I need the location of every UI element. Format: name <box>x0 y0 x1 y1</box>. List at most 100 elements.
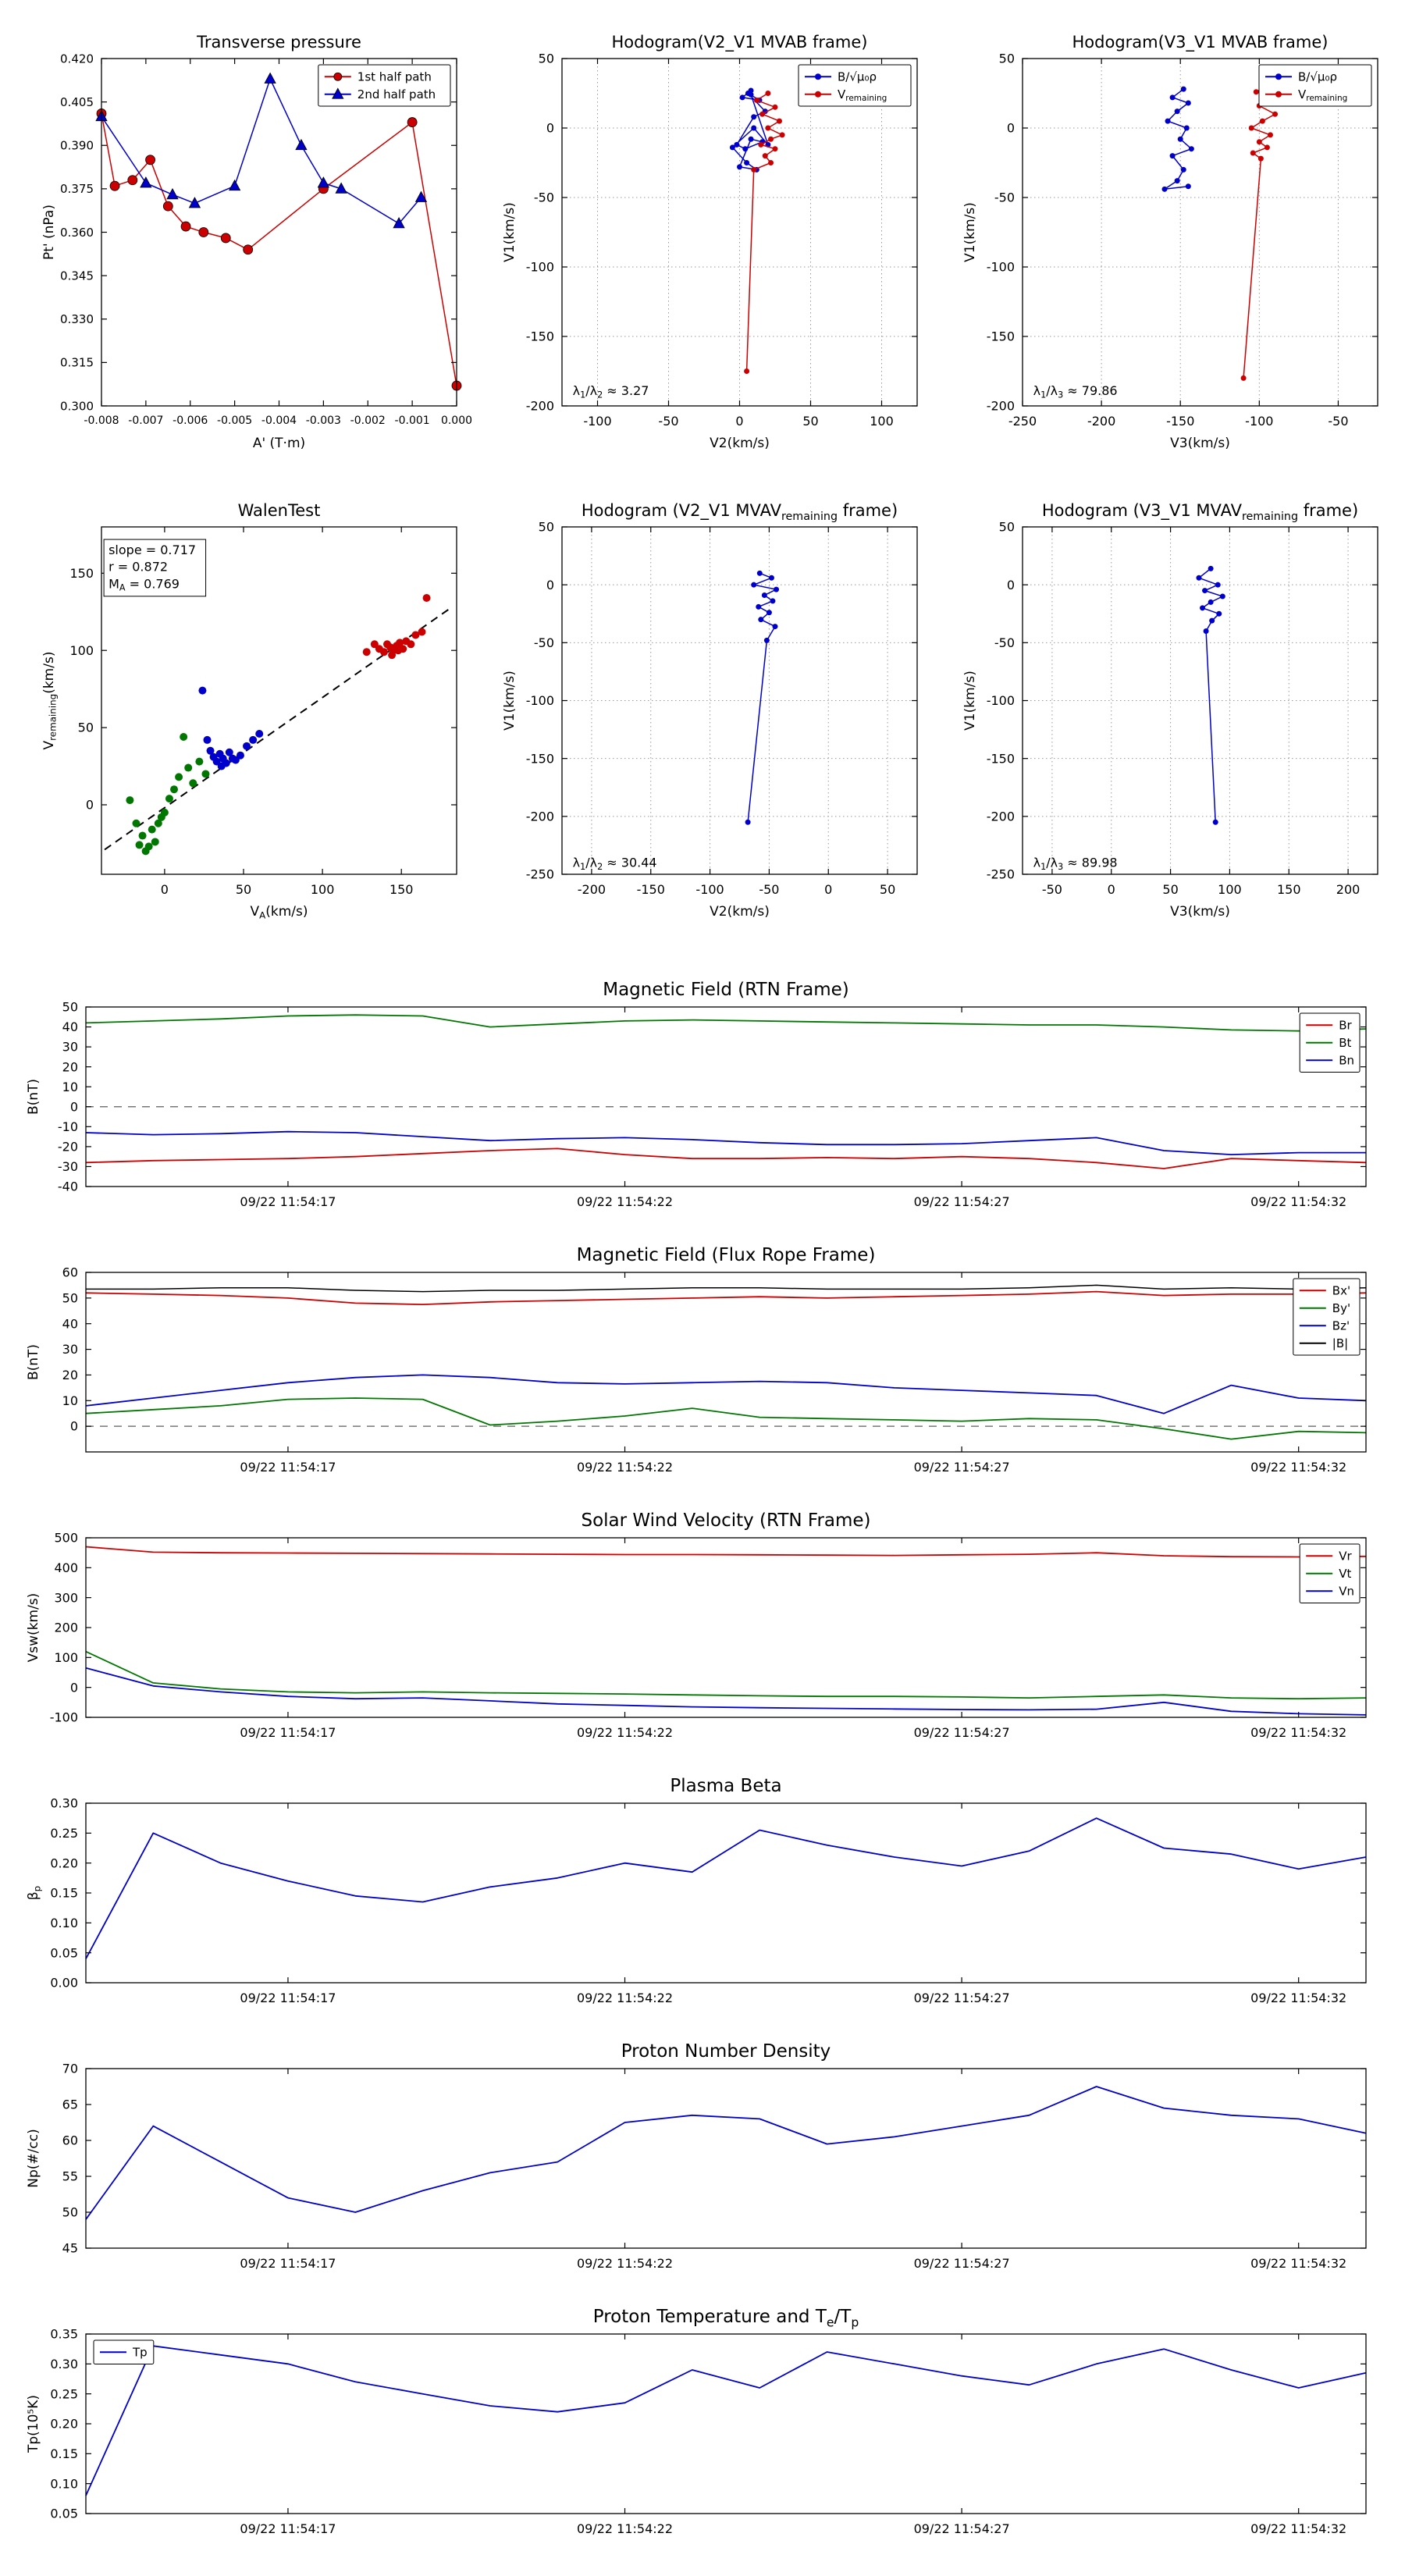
svg-text:B/√μ₀ρ: B/√μ₀ρ <box>1298 70 1337 84</box>
svg-text:V2(km/s): V2(km/s) <box>710 904 770 920</box>
svg-text:-0.008: -0.008 <box>84 415 119 427</box>
chart-title: Magnetic Field (Flux Rope Frame) <box>576 1245 876 1265</box>
chart-hodogram-v2v1-mvav: -200 -150 -100 -50 0 50 -250 -200 -150 -100 -50 0 50… <box>484 480 937 925</box>
plot-area <box>85 1284 1367 1440</box>
svg-text:0.345: 0.345 <box>60 269 94 283</box>
chart-title: Hodogram (V2_V1 MVAVremaining frame) <box>581 501 898 524</box>
svg-text:0: 0 <box>1007 578 1015 592</box>
svg-text:0.420: 0.420 <box>60 52 94 66</box>
magnetic-field-rtn-chart: 09/22 11:54:17 09/22 11:54:22 09/22 11:54:… <box>16 972 1389 1229</box>
annotation: λ1/λ3 ≈ 79.86 <box>1033 383 1118 400</box>
chart-hodogram-v3v1-mvab: -250 -200 -150 -100 -50-200-150-100-50050V3(… <box>944 12 1397 457</box>
chart-hodogram-v3v1-mvav: -50 0 50 100 150 200 -250 -200 -150 -100 -50 0 50 V3(… <box>944 480 1397 925</box>
annotation: λ1/λ2 ≈ 30.44 <box>573 856 657 872</box>
svg-text:-0.006: -0.006 <box>173 415 208 427</box>
svg-text:20: 20 <box>62 1368 78 1382</box>
svg-text:50: 50 <box>1162 882 1178 897</box>
svg-text:0.00: 0.00 <box>50 1976 78 1991</box>
svg-text:45: 45 <box>62 2241 78 2256</box>
magnetic-field-flux-rope-chart: 09/22 11:54:17 09/22 11:54:22 09/22 11:54:… <box>16 1237 1389 1495</box>
svg-text:-200: -200 <box>1087 414 1115 429</box>
svg-text:Tp: Tp <box>132 2346 148 2360</box>
svg-text:09/22 11:54:27: 09/22 11:54:27 <box>914 1991 1010 2005</box>
svg-text:200: 200 <box>54 1621 78 1635</box>
svg-text:0.390: 0.390 <box>60 139 94 153</box>
svg-text:0: 0 <box>86 798 94 813</box>
svg-text:50: 50 <box>802 414 818 429</box>
svg-text:0.20: 0.20 <box>50 1856 78 1870</box>
svg-text:0.10: 0.10 <box>50 2476 78 2491</box>
svg-text:09/22 11:54:27: 09/22 11:54:27 <box>914 2256 1010 2271</box>
series-Vn <box>85 1667 1367 1716</box>
svg-text:100: 100 <box>870 414 894 429</box>
svg-text:150: 150 <box>389 882 414 897</box>
legend: Bx' By' Bz' |B| <box>1293 1278 1361 1356</box>
svg-text:Np(#/cc): Np(#/cc) <box>26 2129 41 2187</box>
svg-text:-50: -50 <box>534 635 554 650</box>
svg-text:V1(km/s): V1(km/s) <box>962 671 978 731</box>
svg-text:1st half path: 1st half path <box>357 70 432 84</box>
panel-proton-number-density: Proton Number Density 09/22 11:54:17 09/2… <box>16 2033 1389 2291</box>
series-|B| <box>86 1284 1367 1293</box>
svg-text:500: 500 <box>54 1531 78 1546</box>
panel-hodogram-v3v1-mvav: Hodogram (V3_V1 MVAVremaining frame) -50… <box>944 480 1397 925</box>
panel-plasma-beta: Plasma Beta 09/22 11:54:17 09/22 11:54:22… <box>16 1768 1389 2026</box>
svg-text:09/22 11:54:22: 09/22 11:54:22 <box>577 1194 673 1209</box>
svg-text:-150: -150 <box>987 751 1015 766</box>
svg-text:Vremaining: Vremaining <box>838 87 887 103</box>
svg-text:slope = 0.717: slope = 0.717 <box>108 543 196 557</box>
svg-text:0: 0 <box>70 1099 78 1114</box>
svg-text:40: 40 <box>62 1316 78 1331</box>
series-beta <box>85 1817 1367 1959</box>
hodogram-v2v1-mvab-chart: -100 -50 0 50 100 -200 -150 -100 -50 0 50 V2(km/s) V… <box>484 12 937 457</box>
svg-text:-0.003: -0.003 <box>306 415 341 427</box>
plot-area <box>85 1817 1367 1959</box>
legend: 1st half path 2nd half path <box>318 64 451 107</box>
svg-text:-200: -200 <box>987 399 1015 414</box>
svg-text:0: 0 <box>70 1419 78 1434</box>
svg-text:-250: -250 <box>526 867 554 882</box>
svg-text:-100: -100 <box>987 693 1015 708</box>
chart-plasma-beta: 09/22 11:54:17 09/22 11:54:22 09/22 11:54:… <box>16 1768 1389 2026</box>
svg-text:|B|: |B| <box>1332 1336 1348 1350</box>
svg-text:0.300: 0.300 <box>60 399 94 413</box>
series-V-trace <box>1196 565 1225 825</box>
series-Np <box>85 2086 1367 2220</box>
svg-text:V1(km/s): V1(km/s) <box>502 671 518 731</box>
svg-text:100: 100 <box>1218 882 1242 897</box>
annotation: λ1/λ3 ≈ 89.98 <box>1033 856 1118 872</box>
series-fit-line <box>104 606 453 851</box>
svg-text:Vremaining(km/s): Vremaining(km/s) <box>41 652 58 750</box>
svg-text:65: 65 <box>62 2097 78 2112</box>
chart-title: Hodogram (V3_V1 MVAVremaining frame) <box>1041 501 1359 524</box>
chart-title: Plasma Beta <box>670 1776 782 1796</box>
chart-title: Hodogram(V2_V1 MVAB frame) <box>611 33 868 52</box>
svg-text:0: 0 <box>70 1680 78 1695</box>
svg-text:-50: -50 <box>994 190 1015 205</box>
svg-text:-0.005: -0.005 <box>217 415 252 427</box>
plot-area <box>85 1014 1367 1169</box>
svg-text:30: 30 <box>62 1342 78 1357</box>
svg-text:0.25: 0.25 <box>50 2386 78 2401</box>
legend: B/√μ₀ρ Vremaining <box>1258 64 1372 107</box>
panel-transverse-pressure: Transverse pressure -0.008 -0.007 -0.006 -0… <box>23 12 476 457</box>
plot-area <box>85 1546 1367 1716</box>
svg-text:0.30: 0.30 <box>50 1796 78 1811</box>
series-Bt <box>85 1014 1367 1032</box>
svg-text:0.05: 0.05 <box>50 2507 78 2521</box>
svg-text:09/22 11:54:27: 09/22 11:54:27 <box>914 1194 1010 1209</box>
chart-proton-temperature: 09/22 11:54:17 09/22 11:54:22 09/22 11:54:… <box>16 2299 1389 2556</box>
svg-text:0.20: 0.20 <box>50 2417 78 2432</box>
svg-text:-100: -100 <box>526 260 554 275</box>
svg-text:0.15: 0.15 <box>50 2446 78 2461</box>
svg-text:2nd half path: 2nd half path <box>357 87 436 101</box>
svg-text:100: 100 <box>311 882 335 897</box>
series-V-remaining <box>744 91 785 374</box>
chart-walen-test: 0 50 100 150 0 50 100 150 VA(km/s) Vremaining(km/… <box>23 480 476 925</box>
chart-title: Solar Wind Velocity (RTN Frame) <box>581 1510 871 1531</box>
panel-solar-wind-velocity: Solar Wind Velocity (RTN Frame) 09/22 11… <box>16 1503 1389 1760</box>
svg-text:0.15: 0.15 <box>50 1886 78 1901</box>
svg-text:30: 30 <box>62 1040 78 1055</box>
svg-text:09/22 11:54:22: 09/22 11:54:22 <box>577 2521 673 2536</box>
